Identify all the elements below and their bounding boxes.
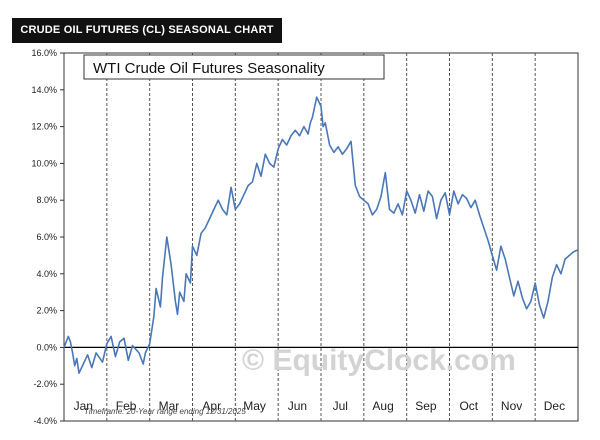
y-tick-label: -4.0% <box>33 416 57 426</box>
x-tick-label: Nov <box>501 399 522 413</box>
chart-title-box: WTI Crude Oil Futures Seasonality <box>83 54 385 80</box>
x-tick-label: Feb <box>116 399 137 413</box>
y-tick-label: 0.0% <box>36 342 57 352</box>
y-tick-label: 6.0% <box>36 232 57 242</box>
axes: 16.0% 14.0% 12.0% 10.0% 8.0% 6.0% 4.0% 2.0% 0.0%… <box>31 48 578 426</box>
y-tick-label: 12.0% <box>31 122 57 132</box>
chart-title: WTI Crude Oil Futures Seasonality <box>93 60 325 77</box>
x-tick-label: Apr <box>202 399 221 413</box>
x-tick-label: Jan <box>74 399 93 413</box>
y-tick-label: 14.0% <box>31 85 57 95</box>
watermark: © EquityClock.com <box>242 344 516 377</box>
x-tick-label: Mar <box>159 399 180 413</box>
series-layer <box>63 96 579 375</box>
x-tick-label: Jun <box>288 399 307 413</box>
y-tick-label: 16.0% <box>31 48 57 58</box>
watermark-text: © EquityClock.com <box>242 344 516 377</box>
x-tick-label: May <box>243 399 266 413</box>
series-line <box>63 96 579 375</box>
y-tick-label: 10.0% <box>31 158 57 168</box>
month-gridlines <box>106 53 536 421</box>
title-box <box>83 54 385 80</box>
x-tick-label: Aug <box>372 399 393 413</box>
x-tick-label: Oct <box>459 399 478 413</box>
x-tick-label: Dec <box>544 399 565 413</box>
y-tick-label: 8.0% <box>36 195 57 205</box>
y-tick-label: 4.0% <box>36 269 57 279</box>
timeframe-footnote: Timeframe: 20-Year range ending 12/31/20… <box>84 407 246 416</box>
chart-banner-title: CRUDE OIL FUTURES (CL) SEASONAL CHART <box>12 18 282 43</box>
x-tick-label: Sep <box>415 399 437 413</box>
y-tick-label: -2.0% <box>33 379 57 389</box>
x-tick-label: Jul <box>333 399 348 413</box>
y-tick-label: 2.0% <box>36 306 57 316</box>
